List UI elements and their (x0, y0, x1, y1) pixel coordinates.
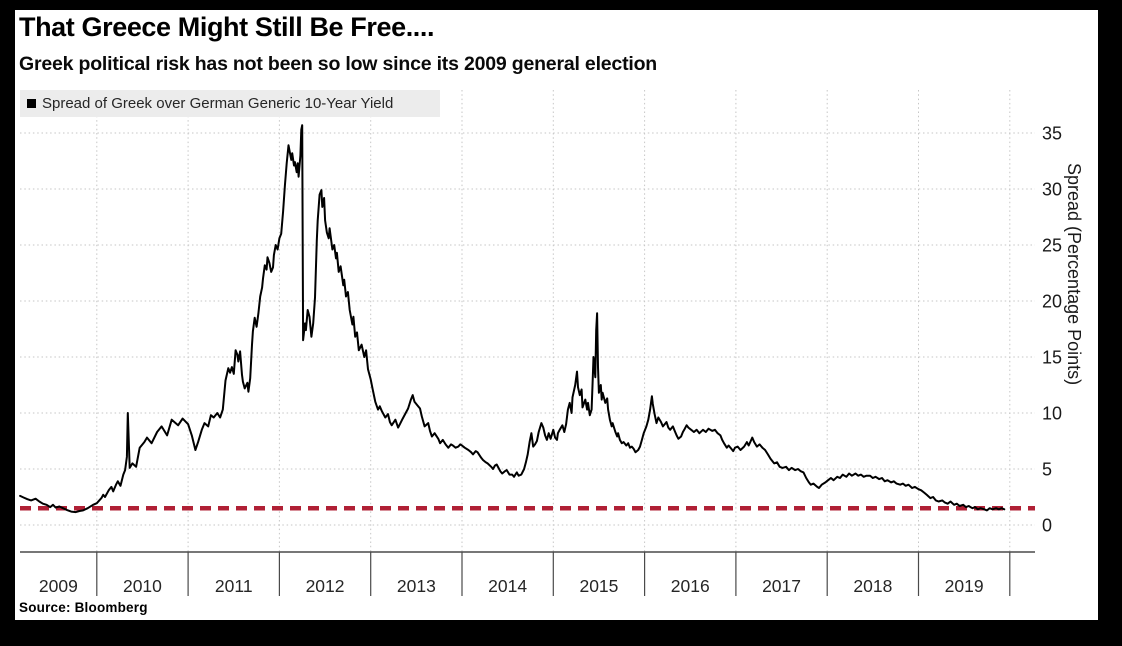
x-year-label: 2011 (215, 576, 253, 596)
x-year-label: 2013 (397, 576, 436, 596)
x-year-label: 2018 (853, 576, 892, 596)
x-year-label: 2019 (945, 576, 984, 596)
source-note: Source: Bloomberg (19, 600, 148, 615)
y-tick-label: 35 (1042, 124, 1062, 144)
x-year-label: 2014 (488, 576, 527, 596)
spread-series-line (19, 124, 1006, 514)
x-year-label: 2009 (39, 576, 78, 596)
y-tick-label: 20 (1042, 292, 1062, 312)
y-tick-label: 10 (1042, 404, 1062, 424)
y-axis-title: Spread (Percentage Points) (1064, 163, 1084, 386)
y-tick-label: 30 (1042, 180, 1062, 200)
y-tick-label: 5 (1042, 460, 1052, 480)
x-year-label: 2010 (123, 576, 162, 596)
y-tick-label: 25 (1042, 236, 1062, 256)
x-year-label: 2015 (579, 576, 618, 596)
legend: Spread of Greek over German Generic 10-Y… (20, 90, 440, 117)
chart-title: That Greece Might Still Be Free.... (19, 12, 435, 42)
y-tick-label: 0 (1042, 516, 1052, 536)
legend-label: Spread of Greek over German Generic 10-Y… (42, 95, 394, 112)
x-year-label: 2016 (671, 576, 710, 596)
x-year-label: 2017 (762, 576, 801, 596)
x-year-label: 2012 (306, 576, 345, 596)
chart-subtitle: Greek political risk has not been so low… (19, 53, 658, 75)
legend-series-marker-icon (27, 99, 36, 108)
y-tick-label: 15 (1042, 348, 1062, 368)
